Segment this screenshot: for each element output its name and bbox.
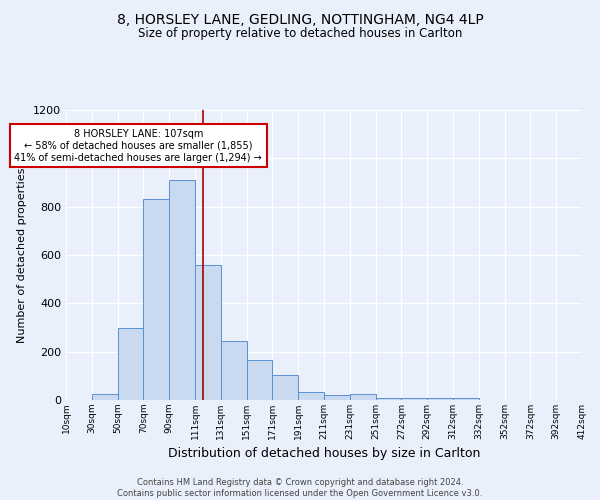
Bar xyxy=(195,264,221,400)
Bar xyxy=(221,341,247,400)
Bar xyxy=(376,398,401,400)
Bar xyxy=(401,398,427,400)
Bar xyxy=(350,394,376,400)
Bar xyxy=(298,392,324,400)
Bar xyxy=(143,200,169,400)
Text: Contains HM Land Registry data © Crown copyright and database right 2024.
Contai: Contains HM Land Registry data © Crown c… xyxy=(118,478,482,498)
Bar xyxy=(427,398,453,400)
Bar xyxy=(453,398,479,400)
Bar xyxy=(272,374,298,400)
Text: 8, HORSLEY LANE, GEDLING, NOTTINGHAM, NG4 4LP: 8, HORSLEY LANE, GEDLING, NOTTINGHAM, NG… xyxy=(116,12,484,26)
Text: Size of property relative to detached houses in Carlton: Size of property relative to detached ho… xyxy=(138,28,462,40)
Bar xyxy=(247,360,272,400)
X-axis label: Distribution of detached houses by size in Carlton: Distribution of detached houses by size … xyxy=(168,448,480,460)
Bar xyxy=(169,180,195,400)
Bar xyxy=(92,394,118,400)
Text: 8 HORSLEY LANE: 107sqm
← 58% of detached houses are smaller (1,855)
41% of semi-: 8 HORSLEY LANE: 107sqm ← 58% of detached… xyxy=(14,130,262,162)
Bar xyxy=(324,395,350,400)
Y-axis label: Number of detached properties: Number of detached properties xyxy=(17,168,28,342)
Bar xyxy=(118,328,143,400)
